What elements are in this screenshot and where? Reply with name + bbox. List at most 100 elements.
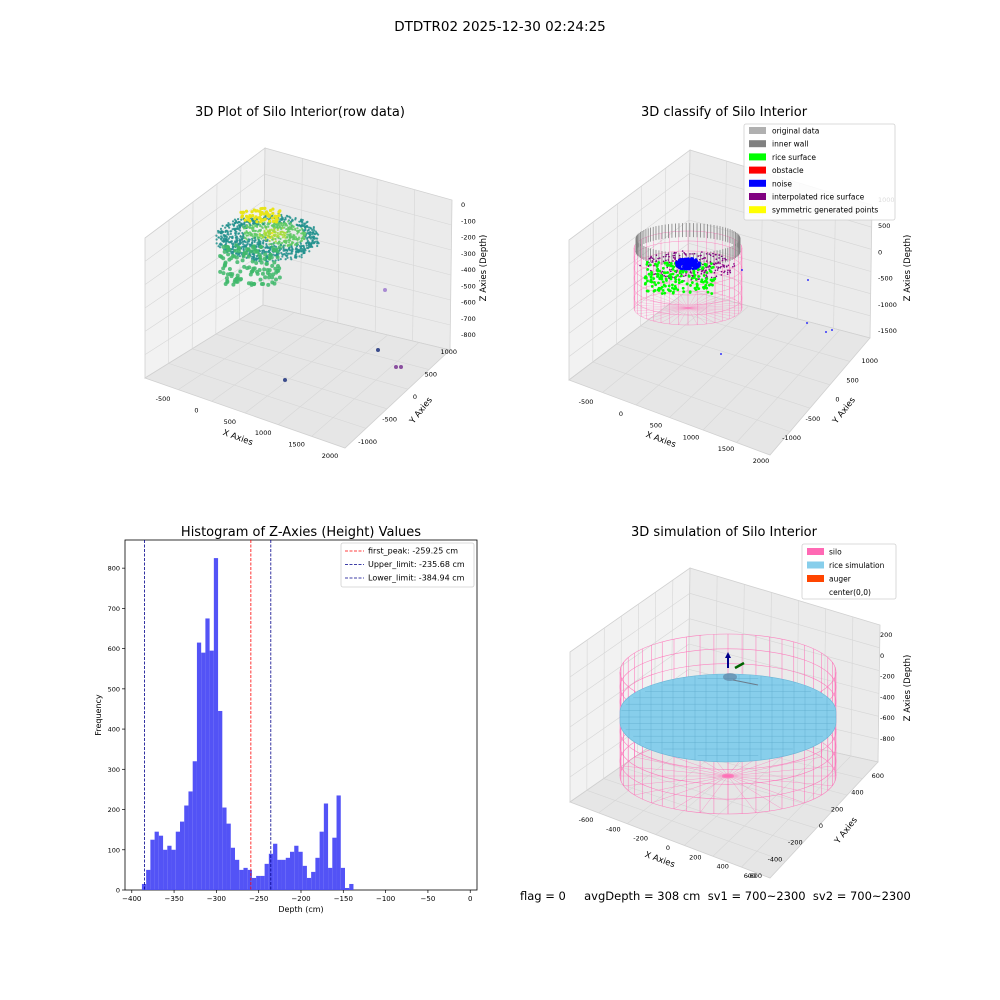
scatter-point: [277, 210, 281, 214]
z-tick-labels: 200 0 -200 -400 -600 -800: [880, 631, 895, 743]
scatter-point: [226, 252, 231, 257]
scatter-point: [399, 365, 403, 369]
scatter-point: [294, 218, 297, 221]
axes-grid: [144, 158, 452, 437]
interpolated-point: [657, 257, 659, 260]
scatter-point: [274, 218, 278, 222]
scatter-point: [282, 231, 286, 234]
scatter-point: [289, 256, 292, 259]
scatter-point: [312, 236, 315, 240]
scatter-point: [220, 238, 223, 241]
legend-label: auger: [829, 575, 852, 584]
rice-surface-point: [700, 278, 704, 282]
scatter-point: [257, 242, 261, 246]
scatter-point: [286, 233, 289, 236]
scatter-point: [236, 245, 241, 250]
y-tick-label: 0: [116, 887, 120, 895]
legend-label: interpolated rice surface: [772, 193, 865, 202]
scatter-point: [294, 235, 297, 239]
undefined: 200: [831, 805, 843, 813]
y-tick-label: 600: [108, 645, 120, 653]
scatter-point: [287, 239, 290, 242]
scatter-point: [268, 213, 272, 217]
legend-swatch: [807, 575, 824, 582]
histogram-bar: [298, 851, 303, 890]
scatter-point: [215, 242, 218, 245]
scatter-point: [296, 227, 299, 230]
legend-label: inner wall: [772, 140, 809, 149]
scatter-point: [282, 249, 285, 252]
rice-surface-point: [646, 268, 650, 271]
scatter-point: [260, 210, 264, 215]
scatter-point: [231, 235, 234, 238]
scatter-point: [298, 249, 301, 252]
histogram-bar: [167, 845, 172, 890]
scatter-point: [303, 229, 306, 232]
scatter-point: [302, 244, 305, 247]
scatter-point: [263, 275, 268, 280]
legend-swatch: [749, 193, 766, 200]
scatter-point: [286, 215, 289, 218]
legend-label: original data: [772, 127, 819, 136]
undefined: 0: [666, 844, 670, 852]
scatter-point: [282, 223, 285, 226]
scatter-point: [277, 245, 282, 250]
panel-title: 3D Plot of Silo Interior(row data): [195, 105, 405, 120]
scatter-point: [276, 268, 281, 273]
interpolated-point: [733, 265, 736, 267]
scatter-point: [240, 218, 243, 221]
interpolated-point: [697, 255, 700, 257]
scatter-point: [230, 250, 233, 253]
scatter-point: [263, 252, 268, 257]
x-tick-label: 0: [468, 895, 472, 903]
scatter-point: [246, 242, 249, 245]
scatter-point: [251, 230, 255, 233]
scatter-point: [232, 245, 235, 249]
scatter-point: [251, 233, 254, 236]
histogram-bar: [222, 807, 227, 890]
interpolated-point: [715, 262, 717, 265]
scatter-point: [272, 234, 276, 237]
rice-surface-point: [672, 265, 676, 269]
noise-point: [685, 267, 689, 271]
histogram-bar: [192, 761, 197, 890]
rice-surface-point: [665, 279, 668, 282]
scatter-point: [296, 232, 299, 235]
scatter-point: [235, 252, 238, 255]
scatter-point: [257, 223, 260, 226]
scatter-point: [252, 255, 255, 258]
rice-surface-point: [705, 271, 709, 274]
scatter-point: [259, 225, 262, 228]
scatter-point: [296, 224, 300, 227]
x-axis-label: X Axies: [643, 850, 676, 870]
scatter-point: [273, 241, 276, 245]
x-axis-label: X Axies: [221, 428, 254, 448]
scatter-point: [297, 229, 300, 233]
histogram-bar: [277, 859, 282, 890]
undefined: 2000: [753, 457, 770, 465]
scatter-point: [256, 230, 260, 233]
scatter-point: [252, 208, 256, 212]
histogram-bar: [302, 865, 307, 890]
interpolated-point: [726, 271, 729, 274]
interpolated-point: [715, 275, 718, 278]
scatter-point: [303, 233, 307, 236]
rice-surface-point: [672, 287, 676, 291]
rice-surface-point: [676, 288, 680, 292]
scatter-point: [267, 234, 270, 237]
scatter-point: [383, 288, 387, 292]
x-tick-label: −400: [122, 895, 141, 903]
scatter-point: [270, 216, 275, 220]
scatter-point: [296, 241, 299, 244]
scatter-point: [222, 263, 227, 268]
scatter-point: [282, 253, 285, 256]
undefined: 1000: [255, 429, 272, 437]
rice-surface-point: [690, 281, 694, 284]
scatter-point: [228, 223, 232, 226]
scatter-point: [267, 246, 270, 249]
scatter-point: [240, 258, 245, 263]
scatter-point: [313, 229, 316, 232]
scatter-point: [294, 227, 297, 230]
histogram-bar: [294, 845, 299, 890]
undefined: 400: [851, 789, 863, 797]
